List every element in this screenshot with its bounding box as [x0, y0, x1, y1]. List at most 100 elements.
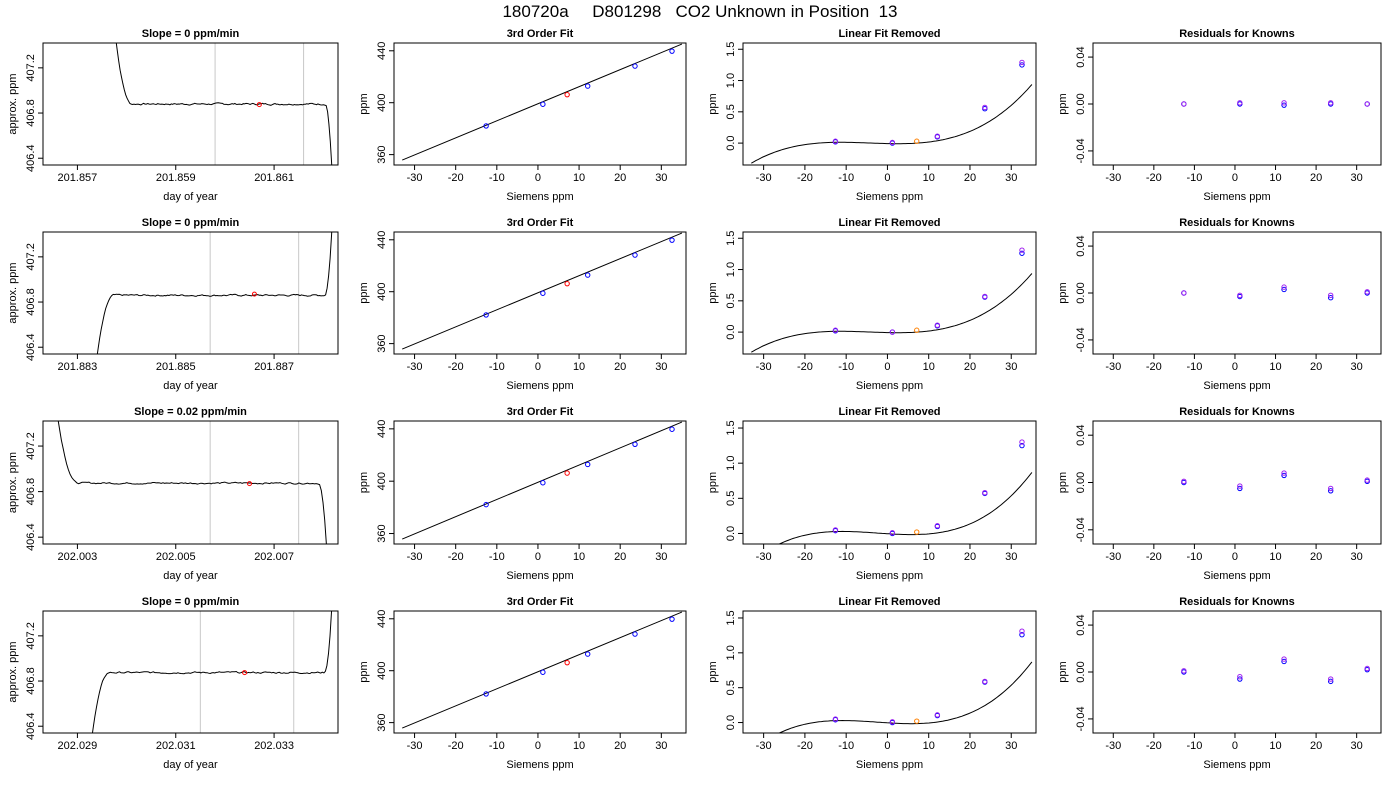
- y-tick-label: 407.2: [25, 243, 37, 271]
- panel-2-0: Slope = 0.02 ppm/min 202.003 202.005 202.00…: [7, 406, 339, 582]
- plot-frame: [42, 42, 339, 166]
- x-tick-label: 10: [573, 740, 585, 752]
- x-axis-label: Siemens ppm: [506, 191, 573, 203]
- data-point: [982, 104, 988, 111]
- y-axis-label: approx. ppm: [7, 641, 19, 702]
- plot-area: [402, 43, 683, 161]
- x-tick-label: -20: [1146, 740, 1162, 752]
- data-point: [934, 523, 941, 529]
- x-axis-label: Siemens ppm: [506, 759, 573, 771]
- fit-curve: [751, 273, 1033, 353]
- x-tick-label: 0: [535, 740, 541, 752]
- x-tick-label: 0: [535, 172, 541, 184]
- panel-title: Residuals for Knowns: [1179, 596, 1295, 608]
- y-tick-label: 440: [376, 42, 388, 60]
- plot-area: [57, 421, 327, 544]
- x-tick-label: 20: [964, 172, 976, 184]
- x-tick-label: 20: [1310, 740, 1322, 752]
- x-tick-label: -10: [489, 551, 505, 563]
- data-point: [982, 678, 988, 685]
- x-tick-label: 10: [1269, 551, 1281, 563]
- x-tick-label: -30: [407, 551, 423, 563]
- plot-frame: [393, 42, 687, 166]
- x-tick-label: -10: [489, 740, 505, 752]
- y-tick-label: 0.00: [1075, 93, 1087, 114]
- panel-3-1: 3rd Order Fit -30 -20 -10 0 10 20 30 360 400 440 Si…: [358, 596, 687, 771]
- x-tick-label: 20: [614, 740, 626, 752]
- data-point: [585, 272, 591, 278]
- y-tick-label: 1.5: [725, 420, 737, 435]
- x-tick-label: -10: [1186, 361, 1202, 373]
- data-point: [1281, 284, 1287, 290]
- x-tick-label: 201.859: [156, 172, 196, 184]
- y-tick-label: 406.4: [25, 144, 37, 172]
- average-marker: [256, 102, 262, 108]
- x-tick-label: 20: [964, 361, 976, 373]
- x-tick-label: -30: [756, 551, 772, 563]
- y-axis-label: ppm: [707, 282, 719, 303]
- x-tick-label: -10: [1186, 172, 1202, 184]
- x-tick-label: 202.007: [254, 551, 294, 563]
- x-tick-label: 20: [1310, 361, 1322, 373]
- data-point: [1364, 101, 1370, 107]
- x-tick-label: 202.003: [58, 551, 98, 563]
- x-tick-label: 0: [535, 361, 541, 373]
- data-point: [540, 290, 546, 296]
- y-axis-label: ppm: [358, 93, 370, 114]
- data-point: [1181, 290, 1187, 296]
- panel-0-1: 3rd Order Fit -30 -20 -10 0 10 20 30 360 400 440 Si…: [358, 28, 687, 203]
- data-point: [1237, 292, 1243, 299]
- x-tick-label: 202.031: [156, 740, 196, 752]
- y-axis-label: ppm: [358, 282, 370, 303]
- x-tick-label: 10: [1269, 172, 1281, 184]
- ppm-trace: [96, 232, 333, 354]
- data-point: [585, 651, 591, 657]
- data-point: [1328, 676, 1334, 682]
- ppm-trace: [115, 43, 333, 165]
- data-point: [1328, 488, 1334, 494]
- y-tick-label: 406.4: [25, 523, 37, 551]
- x-tick-label: 201.883: [58, 361, 98, 373]
- panel-0-2: Linear Fit Removed -30 -20 -10 0 10 20 30 0.0 0.5…: [707, 28, 1037, 203]
- plot-area: [778, 439, 1033, 544]
- y-tick-label: 0.5: [725, 680, 737, 695]
- x-tick-label: -30: [407, 361, 423, 373]
- plot-frame: [1092, 231, 1382, 355]
- data-point: [832, 716, 839, 722]
- y-axis-label: ppm: [1057, 472, 1069, 493]
- y-axis-label: ppm: [1057, 93, 1069, 114]
- data-point: [1181, 668, 1187, 674]
- data-point: [540, 480, 546, 486]
- x-tick-label: 30: [1351, 172, 1363, 184]
- data-point: [914, 529, 920, 535]
- data-point: [632, 252, 638, 258]
- x-axis-label: Siemens ppm: [1203, 759, 1270, 771]
- data-point: [632, 631, 638, 637]
- panel-title: Residuals for Knowns: [1179, 217, 1295, 229]
- data-point: [914, 138, 920, 144]
- y-tick-label: 1.0: [725, 262, 737, 277]
- plot-frame: [393, 610, 687, 734]
- data-point: [1281, 656, 1287, 662]
- x-tick-label: 20: [614, 551, 626, 563]
- x-tick-label: 10: [573, 551, 585, 563]
- y-tick-label: 360: [376, 334, 388, 352]
- panel-title: 3rd Order Fit: [507, 596, 574, 608]
- x-tick-label: 202.005: [156, 551, 196, 563]
- data-point: [889, 719, 896, 725]
- data-point: [1237, 100, 1243, 106]
- y-tick-label: 400: [376, 472, 388, 490]
- y-tick-label: 407.2: [25, 54, 37, 82]
- x-tick-label: 30: [655, 361, 667, 373]
- plot-frame: [742, 231, 1037, 355]
- x-axis-label: Siemens ppm: [506, 570, 573, 582]
- y-tick-label: 0.5: [725, 104, 737, 119]
- x-tick-label: -30: [1105, 361, 1121, 373]
- panel-title: 3rd Order Fit: [507, 28, 574, 40]
- plot-frame: [42, 420, 339, 545]
- plot-area: [751, 247, 1033, 353]
- y-tick-label: 0.00: [1075, 472, 1087, 493]
- data-point: [669, 237, 675, 243]
- data-point: [1019, 628, 1025, 634]
